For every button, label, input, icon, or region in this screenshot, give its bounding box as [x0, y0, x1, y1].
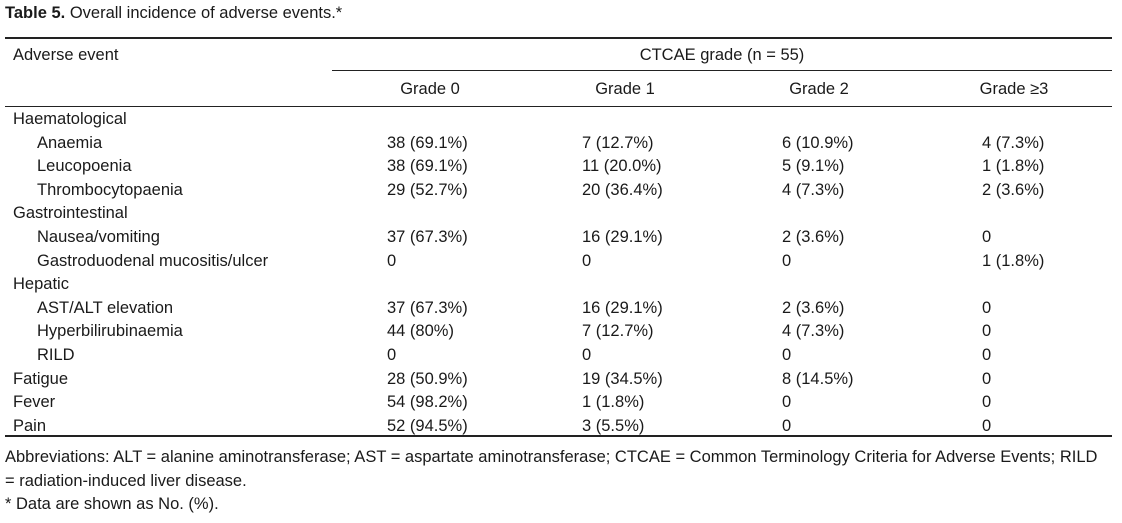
- data-format-note: * Data are shown as No. (%).: [5, 495, 219, 513]
- table-row: Gastrointestinal: [0, 204, 1122, 228]
- table-row: Fatigue 28 (50.9%) 19 (34.5%) 8 (14.5%) 0: [0, 370, 1122, 394]
- grade-3-cell: 2 (3.6%): [982, 180, 1045, 199]
- grade-3-cell: 0: [982, 416, 992, 435]
- table-row: Anaemia 38 (69.1%) 7 (12.7%) 6 (10.9%) 4 (7.…: [0, 134, 1122, 158]
- row-label: Leucopoenia: [37, 157, 132, 176]
- grade-3-cell: 0: [982, 346, 992, 364]
- row-label: Anaemia: [37, 133, 103, 152]
- grade-1-cell: 1 (1.8%): [582, 393, 645, 412]
- table-row: Pain 52 (94.5%) 3 (5.5%) 0 0: [0, 417, 1122, 441]
- category-label: Haematological: [13, 110, 127, 128]
- grade-1-cell: 19 (34.5%): [582, 369, 663, 388]
- grade-subheader-rule: [332, 70, 1112, 71]
- grade-3-cell: 1 (1.8%): [982, 251, 1045, 270]
- table-row: Nausea/vomiting 37 (67.3%) 16 (29.1%) 2 (3.…: [0, 228, 1122, 252]
- grade-2-cell: 0: [782, 346, 792, 364]
- grade-0-cell: 28 (50.9%): [387, 369, 468, 388]
- grade-2-cell: 8 (14.5%): [782, 369, 854, 388]
- grade-1-cell: 11 (20.0%): [582, 157, 662, 176]
- grade-0-cell: 0: [387, 346, 397, 364]
- grade-0-cell: 38 (69.1%): [387, 133, 468, 152]
- table-title: Overall incidence of adverse events.*: [69, 4, 343, 22]
- table-row: Hyperbilirubinaemia 44 (80%) 7 (12.7%) 4 (7…: [0, 322, 1122, 346]
- ctcae-grade-header: CTCAE grade (n = 55): [639, 46, 805, 64]
- category-label: Pain: [13, 416, 47, 435]
- grade-1-cell: 7 (12.7%): [582, 322, 654, 341]
- row-label: AST/ALT elevation: [37, 298, 174, 317]
- row-label: Hyperbilirubinaemia: [37, 322, 183, 341]
- grade-2-cell: 2 (3.6%): [782, 228, 845, 246]
- grade-2-cell: 4 (7.3%): [782, 180, 845, 199]
- grade-3-plus-header: Grade ≥3: [979, 80, 1049, 98]
- table-footnotes: Abbreviations: ALT = alanine aminotransf…: [5, 446, 1105, 517]
- row-label: Nausea/vomiting: [37, 228, 160, 246]
- grade-0-cell: 44 (80%): [387, 322, 454, 341]
- table-row: Haematological: [0, 110, 1122, 134]
- grade-2-cell: 5 (9.1%): [782, 157, 845, 176]
- grade-3-cell: 0: [982, 393, 992, 412]
- table-row: Leucopoenia 38 (69.1%) 11 (20.0%) 5 (9.1%) 1…: [0, 157, 1122, 181]
- grade-1-cell: 16 (29.1%): [582, 228, 663, 246]
- header-rule: [5, 106, 1112, 107]
- grade-0-cell: 29 (52.7%): [387, 180, 468, 199]
- grade-2-cell: 0: [782, 416, 792, 435]
- grade-0-header: Grade 0: [400, 80, 460, 98]
- grade-0-cell: 37 (67.3%): [387, 298, 468, 317]
- abbreviations-note: Abbreviations: ALT = alanine aminotransf…: [5, 448, 1098, 490]
- grade-3-cell: 1 (1.8%): [982, 157, 1045, 176]
- grade-0-cell: 52 (94.5%): [387, 416, 468, 435]
- category-label: Gastrointestinal: [13, 204, 128, 223]
- category-label: Fatigue: [13, 369, 69, 388]
- grade-2-cell: 2 (3.6%): [782, 298, 845, 317]
- grade-3-cell: 0: [982, 228, 992, 246]
- grade-1-cell: 0: [582, 346, 592, 364]
- top-rule: [5, 37, 1112, 39]
- grade-3-cell: 0: [982, 298, 992, 317]
- grade-1-header: Grade 1: [595, 80, 655, 98]
- table-row: Thrombocytopaenia 29 (52.7%) 20 (36.4%) 4 (…: [0, 181, 1122, 205]
- grade-0-cell: 0: [387, 251, 397, 270]
- grade-3-cell: 4 (7.3%): [982, 133, 1045, 152]
- grade-0-cell: 54 (98.2%): [387, 393, 468, 412]
- grade-2-cell: 0: [782, 393, 792, 412]
- grade-0-cell: 38 (69.1%): [387, 157, 468, 176]
- grade-0-cell: 37 (67.3%): [387, 228, 468, 246]
- table-row: Gastroduodenal mucositis/ulcer 0 0 0 1 (1.8%…: [0, 252, 1122, 276]
- grade-1-cell: 16 (29.1%): [582, 298, 663, 317]
- grade-2-cell: 0: [782, 251, 792, 270]
- grade-3-cell: 0: [982, 369, 992, 388]
- grade-2-cell: 6 (10.9%): [782, 133, 854, 152]
- table-row: AST/ALT elevation 37 (67.3%) 16 (29.1%) 2 (…: [0, 299, 1122, 323]
- grade-1-cell: 20 (36.4%): [582, 180, 663, 199]
- grade-2-cell: 4 (7.3%): [782, 322, 845, 341]
- row-label: Thrombocytopaenia: [37, 180, 183, 199]
- row-label: Gastroduodenal mucositis/ulcer: [37, 251, 269, 270]
- category-label: Hepatic: [13, 275, 69, 294]
- grade-3-cell: 0: [982, 322, 992, 341]
- adverse-event-header: Adverse event: [13, 46, 119, 64]
- grade-1-cell: 3 (5.5%): [582, 416, 645, 435]
- table-row: Fever 54 (98.2%) 1 (1.8%) 0 0: [0, 393, 1122, 417]
- row-label: RILD: [37, 346, 75, 364]
- bottom-rule: [5, 435, 1112, 437]
- table-row: RILD 0 0 0 0: [0, 346, 1122, 370]
- grade-2-header: Grade 2: [789, 80, 849, 98]
- grade-1-cell: 7 (12.7%): [582, 133, 654, 152]
- category-label: Fever: [13, 393, 56, 412]
- table-number: Table 5.: [5, 4, 66, 22]
- table-caption: Table 5. Overall incidence of adverse ev…: [5, 4, 342, 23]
- grade-1-cell: 0: [582, 251, 592, 270]
- table-row: Hepatic: [0, 275, 1122, 299]
